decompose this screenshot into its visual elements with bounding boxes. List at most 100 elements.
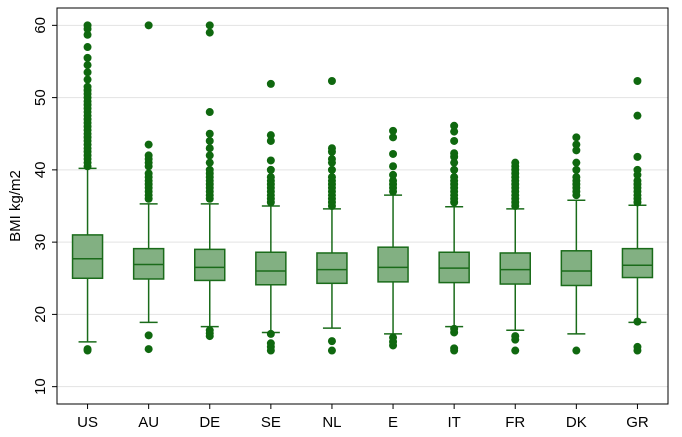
outlier [144, 169, 153, 178]
x-tick-label: NL [322, 414, 341, 431]
outlier [633, 317, 642, 326]
y-tick-label: 50 [32, 89, 49, 106]
outlier [266, 79, 275, 88]
y-axis-title: BMI kg/m2 [7, 170, 24, 242]
outlier [205, 144, 214, 153]
box [316, 252, 348, 285]
outlier [511, 332, 520, 341]
y-tick-label: 10 [32, 378, 49, 395]
outlier [327, 76, 336, 85]
outlier [205, 21, 214, 30]
outlier [389, 162, 398, 171]
outlier [266, 131, 275, 140]
outlier [389, 333, 398, 342]
outlier [205, 326, 214, 335]
outlier [205, 129, 214, 138]
outlier [572, 173, 581, 182]
box [560, 250, 593, 287]
outlier [205, 165, 214, 174]
outlier [83, 30, 92, 39]
outlier [83, 68, 92, 77]
outlier [144, 331, 153, 340]
plot-frame [56, 7, 669, 405]
x-tick-label: GR [626, 414, 649, 431]
outlier [572, 146, 581, 155]
outlier [205, 158, 214, 167]
box [499, 252, 531, 285]
outlier [633, 165, 642, 174]
x-tick-label: DK [566, 414, 587, 431]
outlier [450, 344, 459, 353]
y-tick-label: 60 [32, 17, 49, 34]
outlier [389, 126, 398, 135]
y-tick-label: 20 [32, 306, 49, 323]
outlier [327, 173, 336, 182]
outlier [266, 136, 275, 145]
outlier [450, 165, 459, 174]
outlier [205, 108, 214, 117]
outlier [266, 173, 275, 182]
y-tick-label: 40 [32, 162, 49, 179]
outlier [83, 61, 92, 70]
outlier [83, 53, 92, 62]
outlier [327, 165, 336, 174]
outlier [144, 140, 153, 149]
box [621, 247, 654, 279]
outlier [450, 158, 459, 167]
outlier [389, 176, 398, 185]
outlier [572, 165, 581, 174]
outlier [450, 149, 459, 158]
outlier [144, 345, 153, 354]
outlier [450, 324, 459, 333]
x-tick-label: DE [199, 414, 220, 431]
box [377, 246, 409, 283]
outlier [450, 121, 459, 130]
box [194, 248, 226, 282]
outlier [83, 82, 92, 91]
outlier [327, 144, 336, 153]
outlier [327, 155, 336, 164]
x-tick-label: SE [261, 414, 281, 431]
outlier [572, 133, 581, 142]
outlier [572, 346, 581, 355]
outlier [83, 75, 92, 84]
outlier [389, 133, 398, 142]
outlier [450, 173, 459, 182]
outlier [266, 165, 275, 174]
outlier [633, 76, 642, 85]
outlier [266, 339, 275, 348]
box [255, 251, 287, 286]
outlier [633, 176, 642, 185]
outlier [83, 345, 92, 354]
box [71, 234, 104, 280]
outlier [389, 170, 398, 179]
outlier [327, 337, 336, 346]
outlier [83, 43, 92, 52]
x-tick-label: IT [447, 414, 460, 431]
x-tick-label: AU [138, 414, 159, 431]
y-tick-label: 30 [32, 234, 49, 251]
x-tick-label: E [388, 414, 398, 431]
outlier [83, 21, 92, 30]
x-tick-label: US [77, 414, 98, 431]
outlier [450, 136, 459, 145]
outlier [327, 346, 336, 355]
outlier [633, 342, 642, 351]
outlier [572, 158, 581, 167]
outlier [144, 151, 153, 160]
outlier [450, 127, 459, 136]
x-tick-label: FR [505, 414, 525, 431]
outlier [633, 111, 642, 120]
outlier [511, 158, 520, 167]
outlier [266, 329, 275, 338]
outlier [572, 140, 581, 149]
outlier [205, 151, 214, 160]
outlier [266, 156, 275, 165]
outlier [389, 149, 398, 158]
outlier [633, 152, 642, 161]
outlier [205, 136, 214, 145]
outlier [144, 21, 153, 30]
outlier [511, 346, 520, 355]
outlier [205, 28, 214, 37]
